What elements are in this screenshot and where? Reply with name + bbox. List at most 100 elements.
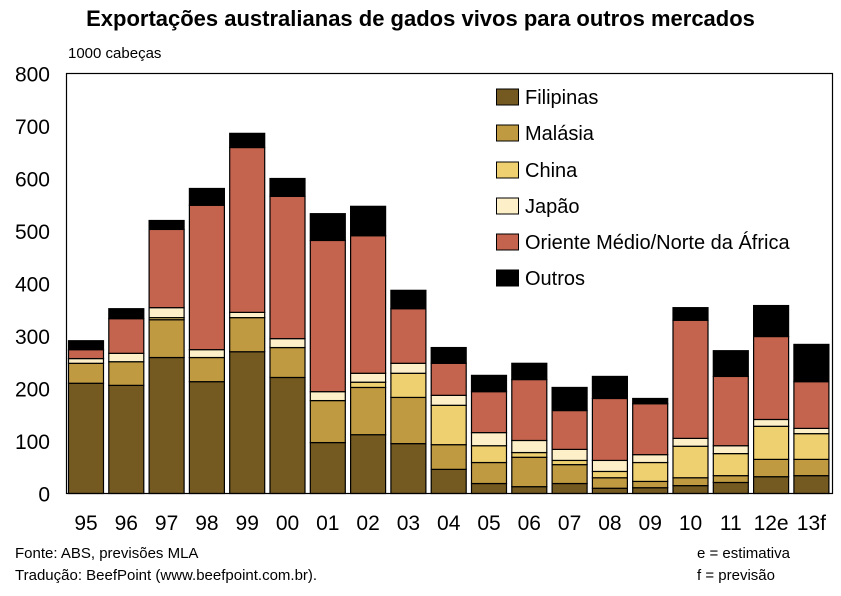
y-tick-label: 0 xyxy=(38,484,50,507)
bar-segment-03-4 xyxy=(390,308,427,364)
x-tick-label: 03 xyxy=(397,512,420,535)
bar-segment-11-3 xyxy=(712,445,749,455)
bar-segment-95-4 xyxy=(67,349,105,360)
bar-segment-10-0 xyxy=(672,485,709,495)
bar-segment-08-0 xyxy=(591,487,629,495)
bar-segment-97-0 xyxy=(148,356,185,495)
bar-segment-05-4 xyxy=(470,391,508,434)
bar-segment-11-4 xyxy=(712,375,749,447)
x-tick-label: 12e xyxy=(754,512,789,535)
bar-segment-01-5 xyxy=(309,213,346,242)
bar-segment-00-0 xyxy=(269,376,306,495)
bar-segment-08-4 xyxy=(591,397,629,462)
bars-group xyxy=(67,132,830,495)
bar-segment-96-4 xyxy=(108,318,145,354)
bar-segment-97-1 xyxy=(148,319,185,359)
y-axis-ticks: 0 100 200 300 400 500 600 700 800 xyxy=(15,64,50,507)
bar-segment-99-5 xyxy=(229,132,266,149)
bar-segment-13f-4 xyxy=(793,381,830,429)
bar-segment-98-0 xyxy=(188,381,225,495)
y-axis-unit-label: 1000 cabeças xyxy=(68,45,162,62)
bar-segment-07-1 xyxy=(551,464,588,485)
bar-segment-10-4 xyxy=(672,319,709,439)
bar-segment-09-2 xyxy=(632,461,669,483)
bar-segment-03-5 xyxy=(390,289,427,310)
bar-segment-12e-1 xyxy=(752,458,790,478)
bar-segment-12e-0 xyxy=(752,476,790,495)
bar-segment-98-1 xyxy=(188,356,225,383)
bar-segment-07-2 xyxy=(551,459,588,466)
bar-segment-95-3 xyxy=(67,357,105,364)
bar-segment-03-0 xyxy=(390,443,427,495)
legend: Filipinas Malásia China Japão Oriente Médio/… xyxy=(496,87,790,290)
bar-segment-00-1 xyxy=(269,346,306,379)
legend-swatch xyxy=(496,233,519,251)
x-tick-label: 97 xyxy=(155,512,178,535)
bar-segment-13f-0 xyxy=(793,475,830,495)
x-axis-ticks: 95 96 97 98 99 00 01 02 03 04 05 06 07 08 09 10 11 12e 13f xyxy=(74,512,826,535)
legend-swatch xyxy=(496,197,519,215)
bar-segment-95-1 xyxy=(67,362,105,384)
bar-segment-11-5 xyxy=(712,350,749,378)
bar-segment-99-1 xyxy=(229,317,266,353)
x-tick-label: 10 xyxy=(679,512,702,535)
bar-segment-04-0 xyxy=(430,468,467,495)
legend-label: Malásia xyxy=(525,123,595,145)
bar-segment-12e-5 xyxy=(752,304,790,338)
x-tick-label: 01 xyxy=(316,512,339,535)
y-tick-label: 200 xyxy=(15,379,50,402)
bar-segment-05-5 xyxy=(470,374,508,393)
bar-segment-04-4 xyxy=(430,362,467,396)
bar-segment-95-0 xyxy=(67,382,105,495)
bar-segment-98-3 xyxy=(188,349,225,359)
bar-segment-02-3 xyxy=(350,372,387,383)
bar-segment-09-4 xyxy=(632,403,669,456)
y-tick-label: 800 xyxy=(15,64,50,87)
bar-segment-07-5 xyxy=(551,386,588,412)
chart-title: Exportações australianas de gados vivos … xyxy=(86,6,755,31)
bar-segment-02-1 xyxy=(350,386,387,436)
bar-segment-97-5 xyxy=(148,219,185,231)
y-tick-label: 100 xyxy=(15,431,50,454)
bar-segment-11-0 xyxy=(712,481,749,495)
bar-segment-02-2 xyxy=(350,381,387,389)
bar-segment-97-3 xyxy=(148,307,185,319)
legend-label: China xyxy=(525,160,578,182)
bar-segment-10-3 xyxy=(672,437,709,447)
x-tick-label: 05 xyxy=(477,512,500,535)
bar-segment-99-4 xyxy=(229,146,266,313)
bar-segment-98-4 xyxy=(188,204,225,351)
forecast-note: f = previsão xyxy=(697,567,775,584)
x-tick-label: 04 xyxy=(437,512,461,535)
bar-segment-06-2 xyxy=(511,451,548,458)
bar-segment-96-0 xyxy=(108,384,145,495)
legend-swatch xyxy=(496,88,519,106)
legend-swatch xyxy=(496,161,519,179)
bar-segment-01-4 xyxy=(309,239,346,393)
plot-frame xyxy=(65,72,834,495)
bar-segment-07-3 xyxy=(551,448,588,462)
bar-segment-12e-4 xyxy=(752,335,790,421)
bar-segment-95-5 xyxy=(67,340,105,351)
bar-segment-05-2 xyxy=(470,445,508,464)
bar-segment-06-5 xyxy=(511,362,548,381)
x-tick-label: 13f xyxy=(797,512,826,535)
legend-swatch xyxy=(496,124,519,142)
bar-segment-06-0 xyxy=(511,486,548,495)
y-tick-label: 400 xyxy=(15,274,50,297)
x-tick-label: 00 xyxy=(276,512,299,535)
bar-segment-04-3 xyxy=(430,394,467,406)
bar-segment-04-1 xyxy=(430,444,467,470)
legend-label: Japão xyxy=(525,196,580,218)
bar-segment-13f-1 xyxy=(793,458,830,477)
bar-segment-06-1 xyxy=(511,456,548,488)
bar-segment-05-3 xyxy=(470,432,508,447)
x-tick-label: 99 xyxy=(236,512,259,535)
bar-segment-03-1 xyxy=(390,396,427,445)
bar-segment-13f-2 xyxy=(793,433,830,460)
bar-segment-11-1 xyxy=(712,475,749,484)
bar-segment-03-3 xyxy=(390,362,427,374)
y-tick-label: 700 xyxy=(15,116,50,139)
bar-segment-08-1 xyxy=(591,477,629,489)
